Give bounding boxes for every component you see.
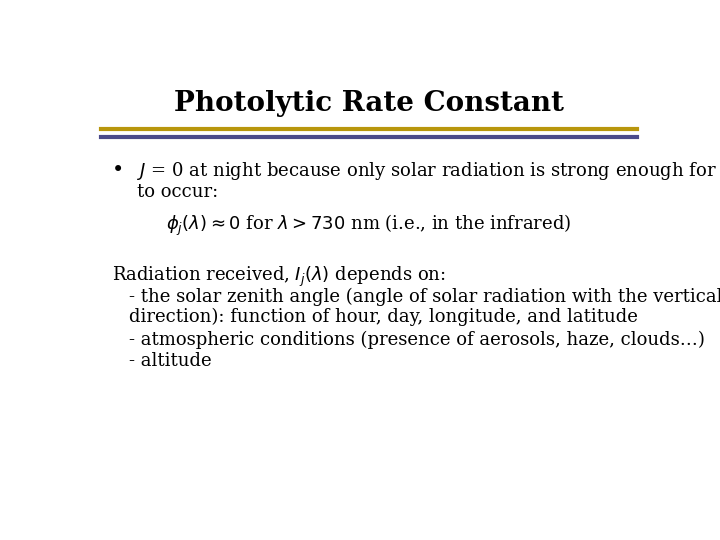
Text: to occur:: to occur:	[138, 183, 219, 201]
Text: direction): function of hour, day, longitude, and latitude: direction): function of hour, day, longi…	[129, 308, 638, 326]
Text: $\phi_j(\lambda) \approx 0$ for $\lambda > 730$ nm (i.e., in the infrared): $\phi_j(\lambda) \approx 0$ for $\lambda…	[166, 212, 572, 238]
Text: •: •	[112, 160, 125, 180]
Text: - altitude: - altitude	[129, 352, 212, 370]
Text: Photolytic Rate Constant: Photolytic Rate Constant	[174, 90, 564, 117]
Text: - atmospheric conditions (presence of aerosols, haze, clouds…): - atmospheric conditions (presence of ae…	[129, 331, 705, 349]
Text: $J$ = 0 at night because only solar radiation is strong enough for photolysis: $J$ = 0 at night because only solar radi…	[138, 160, 720, 183]
Text: - the solar zenith angle (angle of solar radiation with the vertical: - the solar zenith angle (angle of solar…	[129, 287, 720, 306]
Text: Radiation received, $I_j(\lambda)$ depends on:: Radiation received, $I_j(\lambda)$ depen…	[112, 265, 446, 288]
